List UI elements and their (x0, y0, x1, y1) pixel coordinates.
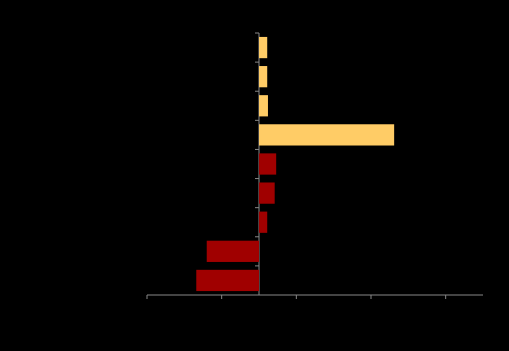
bar (259, 95, 268, 117)
bar (259, 124, 395, 146)
bar (259, 66, 268, 88)
bar (259, 182, 275, 204)
bar (259, 211, 268, 233)
bar (206, 240, 259, 262)
bar (259, 153, 277, 175)
bar (259, 36, 268, 59)
bar (196, 269, 259, 292)
